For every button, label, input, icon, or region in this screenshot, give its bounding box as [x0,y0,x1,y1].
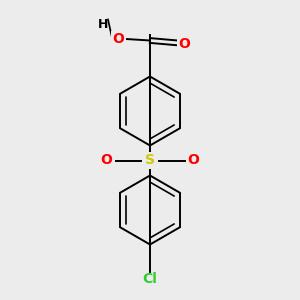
Text: O: O [178,37,190,50]
Text: S: S [145,154,155,167]
Text: O: O [100,154,112,167]
Text: O: O [112,32,124,46]
Text: H: H [98,17,109,31]
Text: O: O [188,154,200,167]
Text: Cl: Cl [142,272,158,286]
